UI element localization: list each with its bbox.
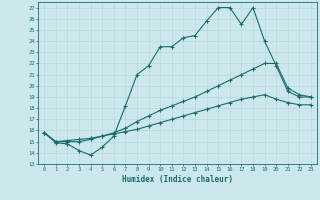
X-axis label: Humidex (Indice chaleur): Humidex (Indice chaleur) <box>122 175 233 184</box>
